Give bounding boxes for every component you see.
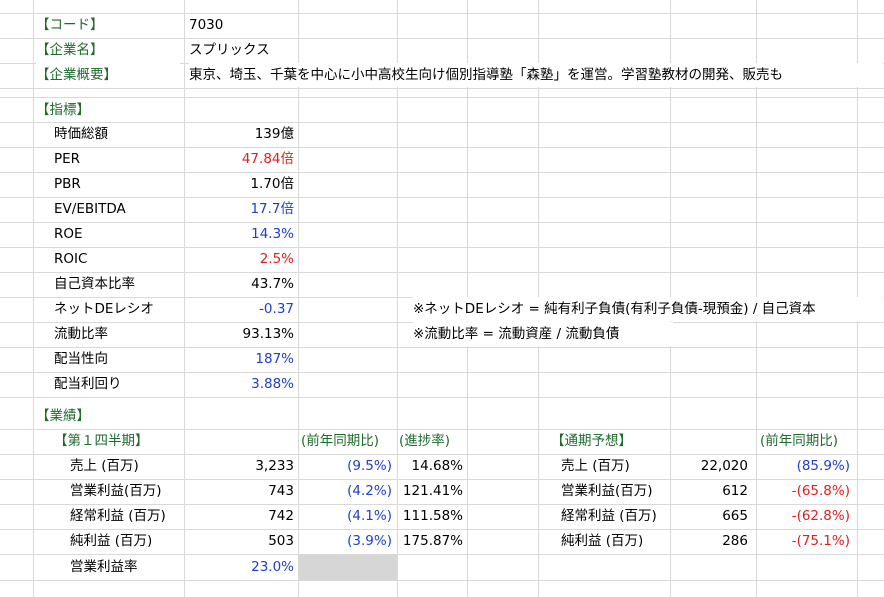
q1-ordinary-profit-yoy[interactable]: (4.1%) [347,508,392,524]
q1-operating-margin-label: 営業利益率 [70,559,138,575]
forecast-net-profit-yoy[interactable]: -(75.1%) [791,533,850,549]
grid-row-line [0,147,884,148]
q1-ordinary-profit-label: 経常利益 (百万) [70,508,166,524]
grid-row-line [0,347,884,348]
company-name-value[interactable]: スプリックス [189,42,270,58]
grid-row-line [0,529,884,530]
indicator-label-roe: ROE [54,226,83,242]
q1-ordinary-profit-value[interactable]: 742 [268,508,294,524]
grid-row-line [0,272,884,273]
forecast-operating-profit-yoy[interactable]: -(65.8%) [791,483,850,499]
forecast-operating-profit-label: 営業利益(百万) [561,483,653,499]
q1-sales-yoy[interactable]: (9.5%) [347,458,392,474]
indicator-label-ev-ebitda: EV/EBITDA [54,201,126,217]
grid-row-line [0,554,884,555]
q1-net-profit-value[interactable]: 503 [268,533,294,549]
grid-row-line [0,372,884,373]
grid-row-line [0,122,884,123]
grid-row-line [0,97,884,98]
grid-row-line [0,222,884,223]
indicator-value-market-cap[interactable]: 139億 [254,126,294,142]
grid-row-line [0,247,884,248]
indicator-value-roe[interactable]: 14.3% [251,226,294,242]
indicator-label-net-de-ratio: ネットDEレシオ [54,301,154,317]
grid-row-line [0,504,884,505]
grid-row-line [0,397,884,398]
company-name-label: 【企業名】 [36,42,104,58]
q1-header: 【第１四半期】 [54,433,149,449]
q1-sales-value[interactable]: 3,233 [255,458,294,474]
grid-row-line [0,479,884,480]
forecast-sales-value[interactable]: 22,020 [700,458,748,474]
indicator-label-pbr: PBR [54,176,81,192]
company-overview-label: 【企業概要】 [36,63,180,87]
note-current-ratio: ※流動比率 = 流動資産 / 流動負債 [413,322,673,346]
indicator-label-market-cap: 時価総額 [54,126,108,142]
grid-row-line [0,38,884,39]
code-value[interactable]: 7030 [189,17,224,33]
q1-net-profit-label: 純利益 (百万) [70,533,153,549]
q1-sales-progress[interactable]: 14.68% [411,458,463,474]
indicator-value-payout-ratio[interactable]: 187% [255,351,294,367]
note-net-de-ratio: ※ネットDEレシオ = 純有利子負債(有利子負債-現預金) / 自己資本 [413,297,883,321]
q1-operating-profit-value[interactable]: 743 [268,483,294,499]
q1-progress-header: (進捗率) [399,433,451,449]
forecast-ordinary-profit-label: 経常利益 (百万) [561,508,657,524]
forecast-header: 【通期予想】 [551,433,632,449]
grid-row-line [0,454,884,455]
q1-net-profit-yoy[interactable]: (3.9%) [347,533,392,549]
indicators-header: 【指標】 [36,102,90,118]
indicator-label-dividend-yield: 配当利回り [54,376,122,392]
forecast-sales-label: 売上 (百万) [561,458,630,474]
q1-sales-label: 売上 (百万) [70,458,139,474]
q1-yoy-header: (前年同期比) [301,433,380,449]
grid-row-line [0,429,884,430]
grid-row-line [0,197,884,198]
results-header: 【業績】 [36,408,90,424]
grid-row-line [0,13,884,14]
indicator-label-roic: ROIC [54,251,88,267]
forecast-ordinary-profit-yoy[interactable]: -(62.8%) [791,508,850,524]
indicator-label-per: PER [54,151,81,167]
indicator-label-current-ratio: 流動比率 [54,326,108,342]
indicator-value-pbr[interactable]: 1.70倍 [250,176,294,192]
forecast-net-profit-value[interactable]: 286 [722,533,748,549]
indicator-label-equity-ratio: 自己資本比率 [54,276,135,292]
indicator-value-equity-ratio[interactable]: 43.7% [251,276,294,292]
grid-row-line [0,88,884,89]
forecast-sales-yoy[interactable]: (85.9%) [796,458,850,474]
indicator-value-net-de-ratio[interactable]: -0.37 [259,301,294,317]
q1-operating-profit-yoy[interactable]: (4.2%) [347,483,392,499]
grid-column-line [397,0,398,597]
forecast-yoy-header: (前年同期比) [760,433,839,449]
forecast-ordinary-profit-value[interactable]: 665 [722,508,748,524]
indicator-value-per[interactable]: 47.84倍 [241,151,294,167]
grid-column-line [298,0,299,597]
shaded-cell[interactable] [298,555,397,580]
indicator-value-dividend-yield[interactable]: 3.88% [251,376,294,392]
grid-row-line [0,580,884,581]
q1-operating-profit-progress[interactable]: 121.41% [402,483,463,499]
forecast-net-profit-label: 純利益 (百万) [561,533,644,549]
q1-operating-margin-value[interactable]: 23.0% [251,559,294,575]
q1-net-profit-progress[interactable]: 175.87% [402,533,463,549]
company-overview-value[interactable]: 東京、埼玉、千葉を中心に小中高校生向け個別指導塾「森塾」を運営。学習塾教材の開発… [189,63,883,87]
indicator-value-ev-ebitda[interactable]: 17.7倍 [250,201,294,217]
indicator-value-roic[interactable]: 2.5% [259,251,294,267]
grid-column-line [184,0,185,597]
grid-row-line [0,172,884,173]
code-label: 【コード】 [36,17,104,33]
q1-ordinary-profit-progress[interactable]: 111.58% [402,508,463,524]
q1-operating-profit-label: 営業利益(百万) [70,483,162,499]
forecast-operating-profit-value[interactable]: 612 [722,483,748,499]
grid-column-line [33,0,34,597]
indicator-label-payout-ratio: 配当性向 [54,351,108,367]
indicator-value-current-ratio[interactable]: 93.13% [242,326,294,342]
